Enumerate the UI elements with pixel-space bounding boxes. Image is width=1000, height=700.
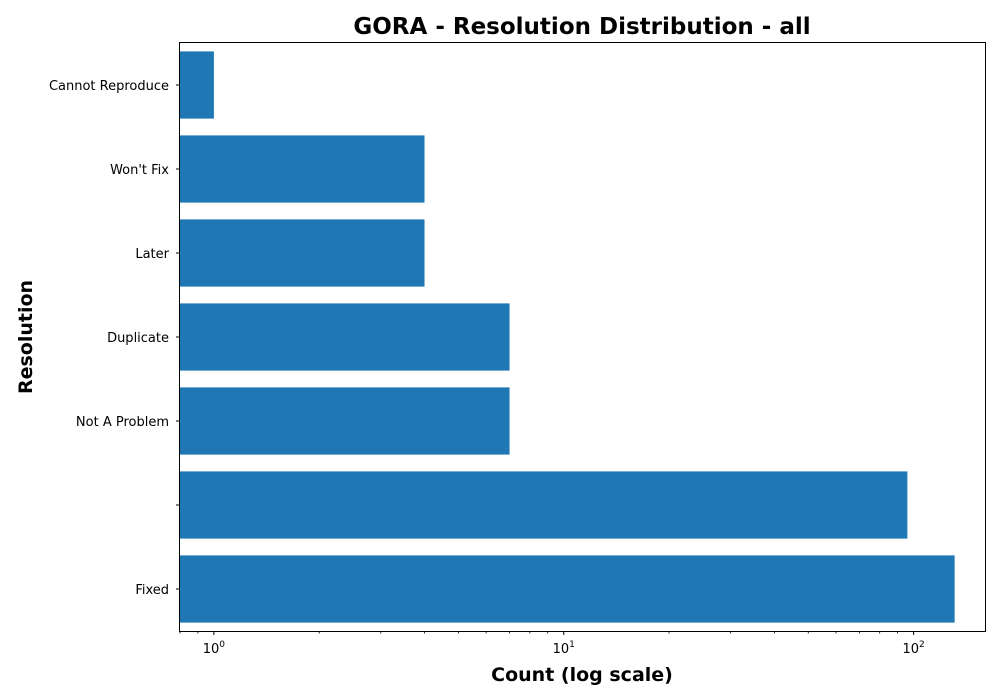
bar-0 (180, 51, 214, 118)
bar-6 (180, 555, 955, 622)
bar-1 (180, 135, 425, 202)
bar-2 (180, 219, 425, 286)
y-tick-label-4: Not A Problem (76, 415, 169, 430)
y-tick-label-0: Cannot Reproduce (49, 79, 169, 94)
bar-4 (180, 387, 510, 454)
y-axis-label: Resolution (15, 280, 37, 394)
x-tick-label-0: 100 (203, 640, 226, 657)
bar-3 (180, 303, 510, 370)
y-tick-label-3: Duplicate (107, 331, 169, 346)
y-axis: Cannot Reproduce Won't Fix Later Duplicate N… (49, 79, 180, 598)
chart-title: GORA - Resolution Distribution - all (353, 14, 810, 40)
x-axis-label: Count (log scale) (491, 664, 673, 686)
x-axis: 100 101 102 (180, 631, 925, 657)
x-tick-label-1: 101 (553, 640, 575, 657)
y-tick-label-2: Later (135, 247, 169, 262)
bars-group (180, 51, 955, 622)
bar-5 (180, 471, 907, 538)
y-tick-label-1: Won't Fix (110, 163, 169, 178)
x-tick-label-2: 102 (902, 640, 924, 657)
y-tick-label-6: Fixed (135, 583, 169, 598)
